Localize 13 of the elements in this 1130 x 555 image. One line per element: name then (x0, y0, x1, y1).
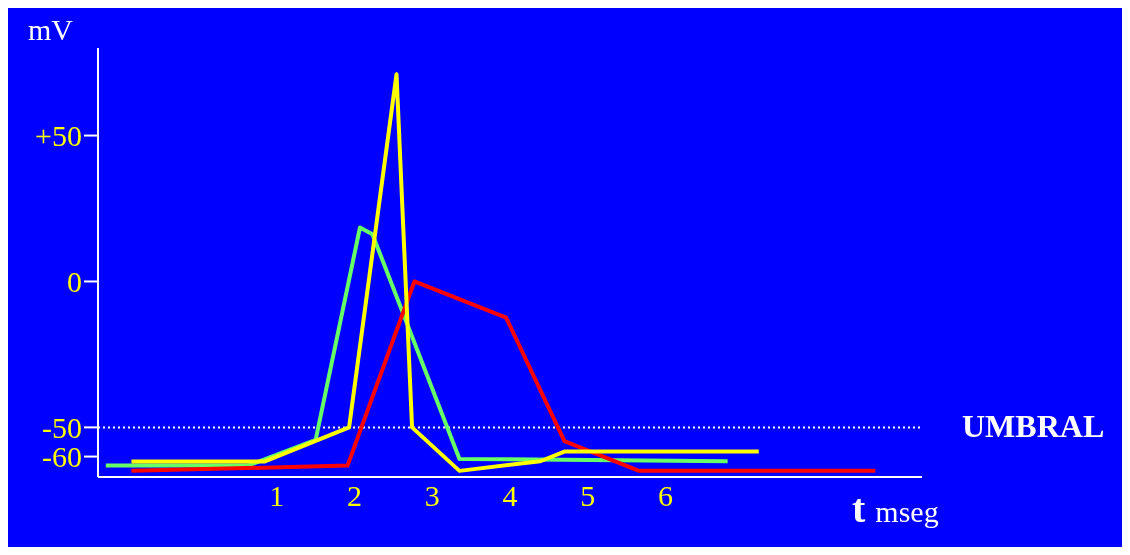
x-tick-label: 4 (502, 479, 518, 513)
x-tick-label: 5 (580, 479, 596, 513)
y-tick-label: +50 (35, 119, 82, 153)
line-series (129, 279, 878, 473)
line-series (129, 72, 761, 473)
y-tick-label: 0 (67, 265, 82, 299)
x-tick-label: 1 (269, 479, 285, 513)
x-tick-label: 6 (657, 479, 673, 513)
x-tick-label: 2 (347, 479, 363, 513)
x-tick-label: 3 (424, 479, 440, 513)
y-axis-title: mV (28, 13, 74, 46)
ref-line-label: UMBRAL (962, 408, 1105, 445)
x-axis-title: t mseg (852, 486, 939, 531)
